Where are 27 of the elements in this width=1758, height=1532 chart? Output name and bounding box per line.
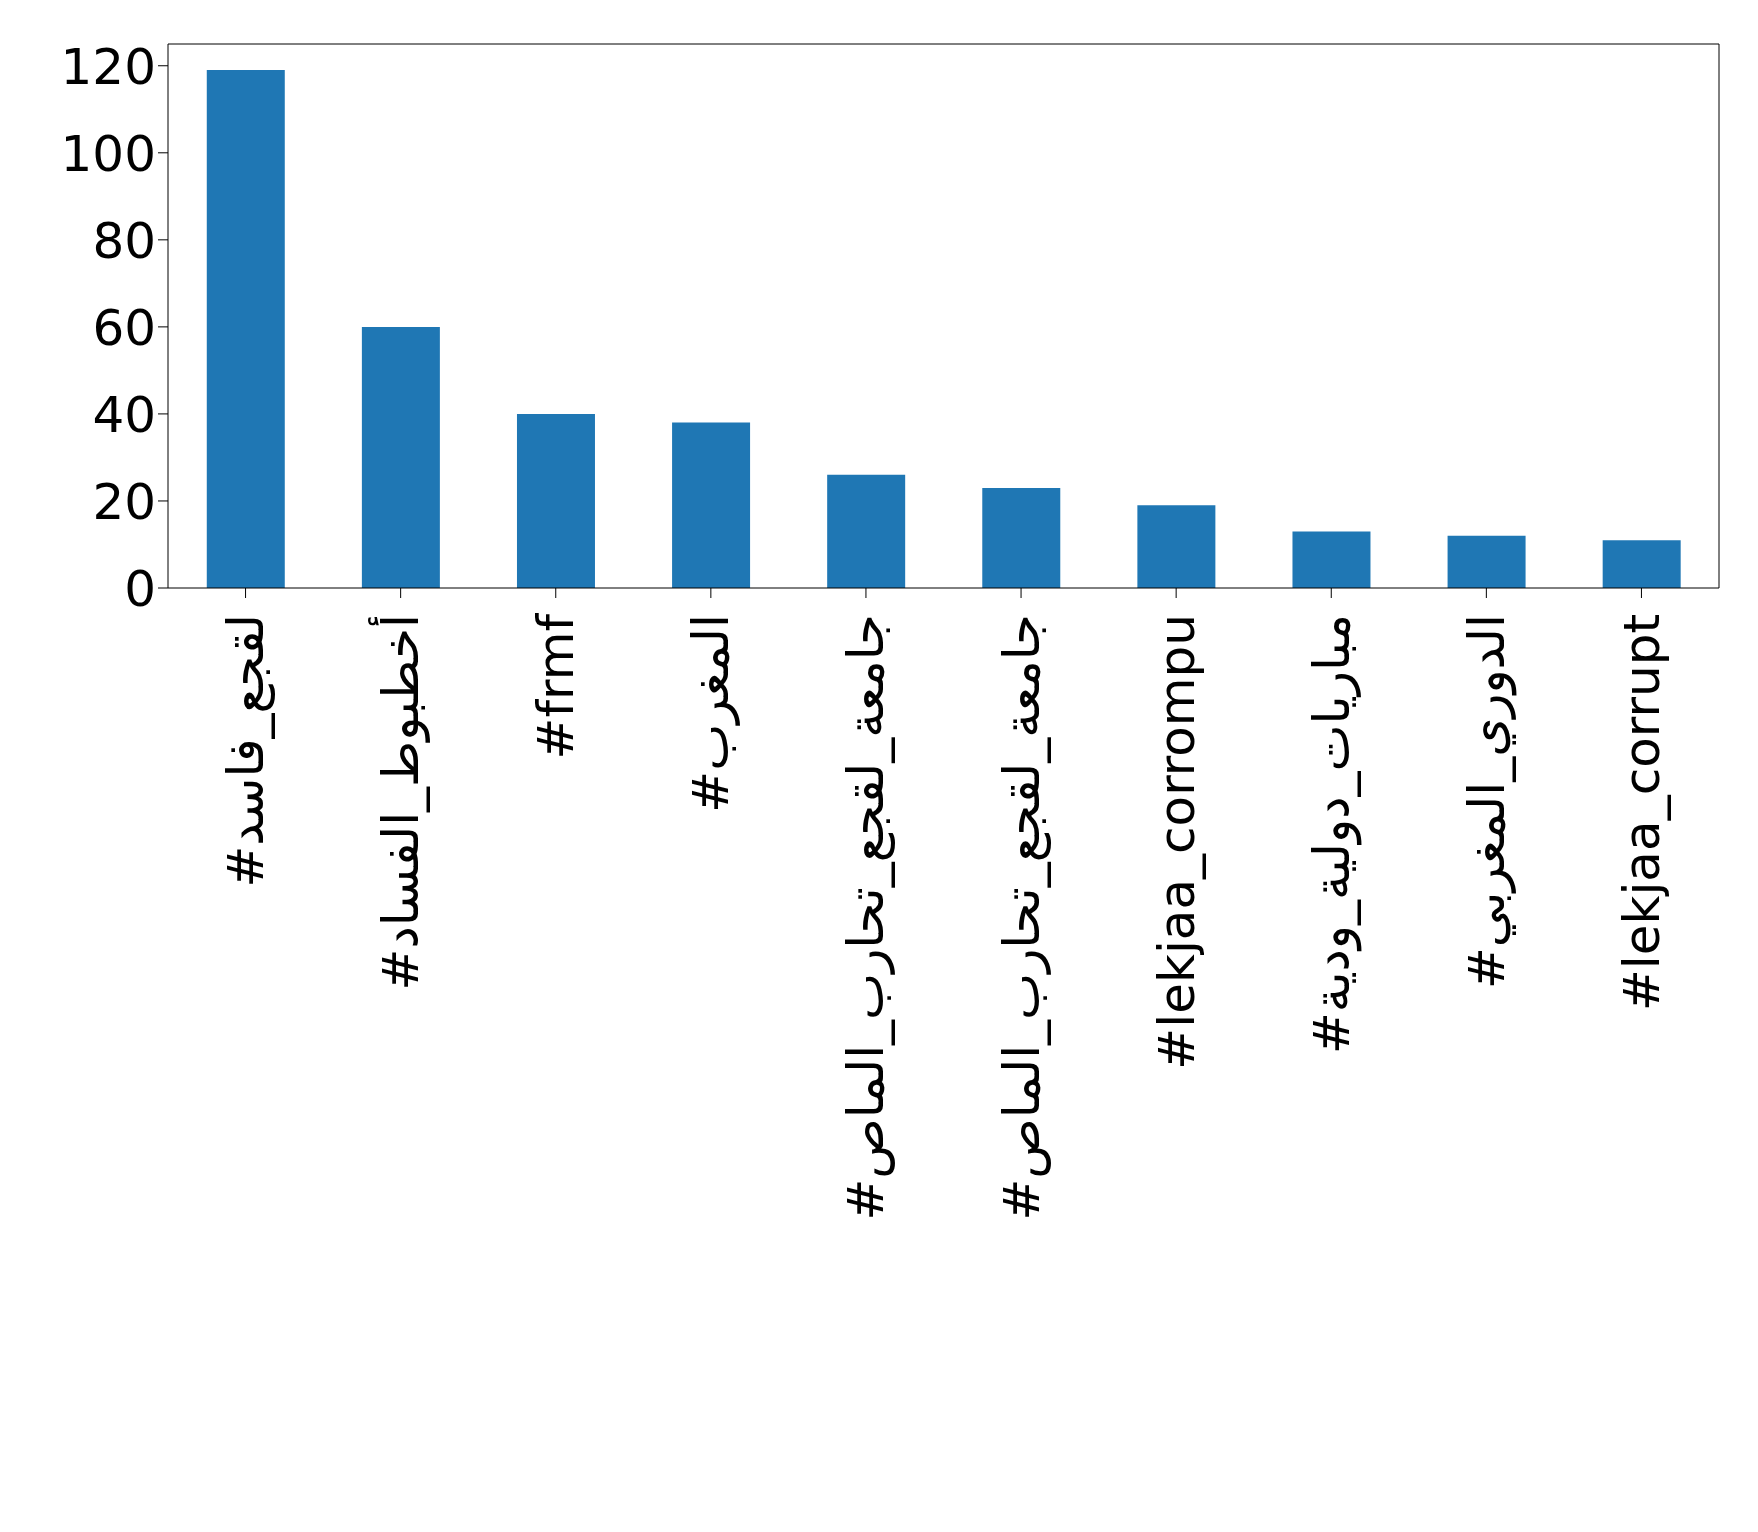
bar — [516, 413, 595, 588]
y-tick-label: 0 — [124, 559, 156, 618]
x-tick-label: #lekjaa_corrupt — [1612, 614, 1671, 1012]
y-tick-label: 60 — [92, 298, 156, 357]
y-tick-label: 40 — [92, 385, 156, 444]
y-tick-label: 120 — [60, 37, 156, 96]
x-tick-label: #المغرب — [682, 614, 741, 813]
x-tick-label: #جامعة_لقجع_تحارب_الماص — [992, 614, 1052, 1221]
bar — [206, 70, 285, 588]
y-tick-label: 100 — [60, 124, 156, 183]
x-tick-label: #frmf — [527, 612, 586, 760]
x-tick-label: #مباريات_دولية_ودية — [1302, 614, 1362, 1055]
bar — [982, 487, 1061, 588]
x-tick-label: #الدوري_المغربي — [1457, 614, 1517, 990]
x-tick-label: #جامعة_لقجع_تحارب_الماص — [837, 614, 897, 1221]
bar — [1602, 540, 1681, 588]
bar — [1137, 505, 1216, 588]
bar — [1292, 531, 1371, 588]
x-tick-label: #أخطبوط_الفساد — [368, 614, 431, 991]
bar — [672, 422, 751, 588]
y-tick-label: 80 — [92, 211, 156, 270]
x-tick-label: #lekjaa_corrompu — [1147, 614, 1206, 1070]
x-tick-label: #لقجع_فاسد — [217, 614, 277, 888]
bar — [361, 326, 440, 588]
y-tick-label: 20 — [92, 472, 156, 531]
bar — [1447, 535, 1526, 588]
bar — [827, 474, 906, 588]
